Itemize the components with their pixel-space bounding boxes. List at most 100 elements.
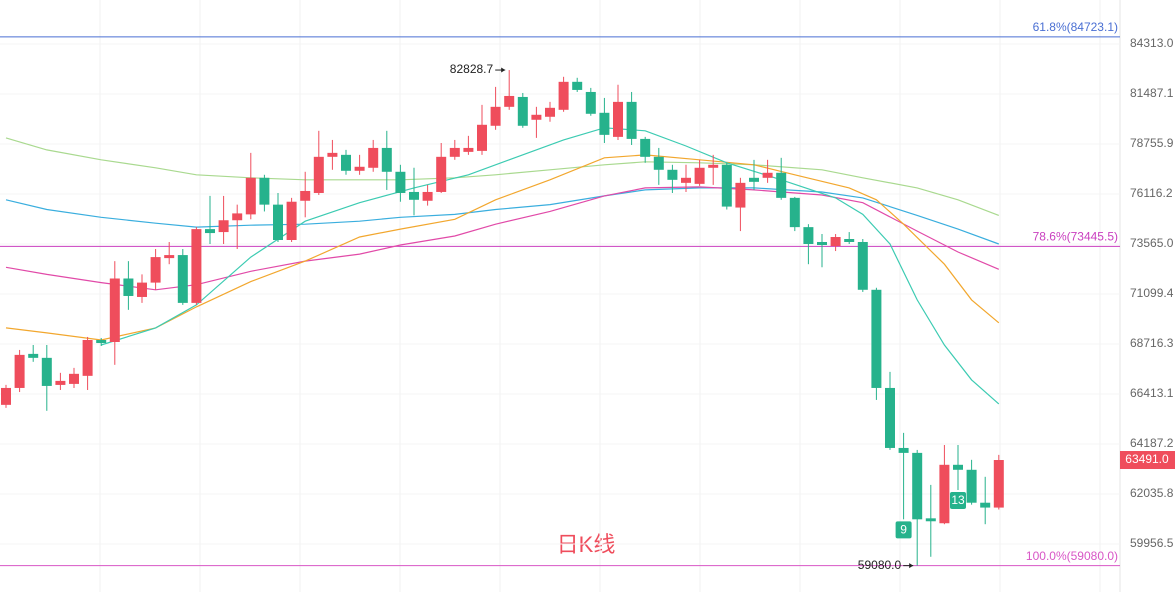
candle-body (259, 177, 270, 205)
candle-body (232, 213, 243, 221)
candle-body (409, 191, 419, 200)
fib-label: 100.0%(59080.0) (1026, 549, 1118, 563)
candle-body (776, 172, 787, 198)
y-tick-label: 84313.0 (1130, 36, 1174, 50)
candle-body (395, 171, 406, 193)
candle-body (844, 239, 855, 242)
candle-body (477, 124, 487, 151)
candle-body (939, 464, 950, 524)
candle-body (368, 147, 379, 168)
candle-body (803, 227, 814, 245)
candle-body (545, 107, 555, 117)
candle-body (177, 255, 188, 303)
count-box (895, 521, 912, 539)
candle-body (694, 167, 705, 184)
y-tick-label: 59956.5 (1130, 536, 1174, 550)
candle-body (137, 282, 147, 297)
candle-body (681, 177, 691, 183)
candle-body (82, 339, 93, 376)
candle-body (123, 278, 134, 296)
candle-body (14, 354, 25, 388)
candle-body (885, 387, 895, 448)
fib-label: 78.6%(73445.5) (1033, 230, 1118, 244)
fib-label: 61.8%(84723.1) (1033, 20, 1118, 34)
candle-body (735, 182, 746, 208)
candle-body (109, 278, 120, 343)
y-tick-label: 81487.1 (1130, 86, 1174, 100)
candle-body (966, 469, 977, 503)
candle-body (273, 204, 283, 241)
candle-body (150, 257, 161, 283)
candle-body (980, 502, 991, 508)
low-annotation-arrowhead (909, 563, 914, 569)
candle-body (55, 380, 66, 385)
candle-body (191, 229, 202, 303)
candle-body (599, 112, 610, 135)
high-annotation-arrowhead (501, 67, 506, 73)
candle-body (341, 154, 351, 171)
candle-body (41, 357, 52, 386)
candle-body (667, 169, 678, 180)
candle-body (1, 387, 11, 405)
candle-body (245, 177, 256, 215)
y-tick-label: 66413.1 (1130, 386, 1174, 400)
y-tick-label: 68716.3 (1130, 336, 1174, 350)
candle-body (300, 190, 311, 201)
candle-body (354, 166, 365, 171)
y-tick-label: 62035.8 (1130, 486, 1174, 500)
ma-line (5, 187, 1000, 245)
candle-body (572, 81, 583, 90)
last-price-tag (1120, 451, 1175, 470)
candle-body (69, 373, 79, 384)
high-annotation: 82828.7 (450, 62, 494, 76)
candle-body (640, 138, 651, 157)
low-annotation: 59080.0 (858, 558, 902, 572)
candle-body (558, 81, 569, 110)
candle-body (857, 241, 868, 290)
y-tick-label: 76116.2 (1130, 186, 1173, 200)
candle-body (953, 464, 963, 470)
candle-body (789, 197, 800, 228)
candle-body (993, 460, 1004, 508)
candle-body (205, 229, 215, 234)
y-tick-label: 71099.4 (1130, 286, 1174, 300)
y-tick-label: 64187.2 (1130, 436, 1174, 450)
candle-body (449, 147, 460, 157)
candle-body (490, 106, 501, 126)
candle-body (218, 220, 229, 233)
candle-body (517, 96, 528, 126)
candle-body (912, 452, 923, 520)
candle-body (762, 172, 773, 178)
candle-body (830, 237, 841, 247)
candle-body (585, 91, 596, 114)
candle-body (925, 518, 936, 522)
candle-body (28, 353, 39, 358)
candle-body (708, 164, 719, 168)
candle-body (871, 289, 882, 388)
count-box (950, 491, 966, 509)
candle-body (817, 241, 827, 245)
candle-body (653, 156, 664, 170)
candle-body (164, 255, 175, 259)
ma-line (5, 186, 1000, 291)
ma-line (5, 137, 1000, 216)
count-label: 9 (900, 522, 907, 536)
candle-body (721, 164, 732, 207)
candle-body (96, 339, 107, 344)
ma-line (5, 154, 1000, 341)
candle-body (613, 101, 623, 137)
candle-body (749, 177, 759, 182)
candle-body (313, 156, 324, 193)
candle-body (327, 152, 338, 157)
last-price-label: 63491.0 (1125, 452, 1169, 466)
candle-body (381, 147, 392, 172)
candle-body (898, 447, 909, 453)
candle-body (436, 156, 447, 192)
count-label: 13 (951, 493, 965, 507)
y-tick-label: 78755.9 (1130, 136, 1174, 150)
candle-body (463, 147, 474, 152)
candle-body (531, 114, 542, 120)
candle-body (286, 201, 297, 241)
candle-body (626, 101, 637, 139)
